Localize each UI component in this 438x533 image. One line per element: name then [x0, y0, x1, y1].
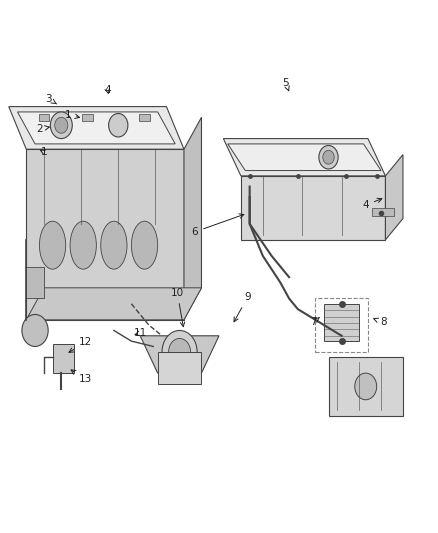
Text: 5: 5: [282, 78, 289, 91]
Circle shape: [355, 373, 377, 400]
Circle shape: [22, 314, 48, 346]
Polygon shape: [324, 304, 359, 341]
Circle shape: [162, 330, 197, 373]
Bar: [26, 266, 44, 298]
Polygon shape: [26, 288, 201, 320]
Text: 8: 8: [374, 318, 387, 327]
Polygon shape: [328, 357, 403, 416]
Polygon shape: [241, 176, 385, 240]
Bar: [158, 352, 201, 384]
Polygon shape: [26, 149, 184, 320]
Ellipse shape: [101, 221, 127, 269]
Text: 2: 2: [36, 124, 49, 134]
Text: 11: 11: [134, 328, 147, 338]
Text: 12: 12: [69, 337, 92, 352]
Bar: [39, 114, 49, 121]
Bar: [315, 298, 368, 352]
Polygon shape: [184, 117, 201, 320]
Circle shape: [109, 114, 128, 137]
Circle shape: [319, 146, 338, 169]
Text: 13: 13: [71, 370, 92, 384]
Circle shape: [50, 112, 72, 139]
Bar: [82, 114, 93, 121]
Text: 9: 9: [234, 293, 251, 322]
Text: 4: 4: [362, 198, 382, 210]
Ellipse shape: [131, 221, 158, 269]
Polygon shape: [385, 155, 403, 240]
Circle shape: [323, 150, 334, 164]
Ellipse shape: [70, 221, 96, 269]
Circle shape: [55, 117, 68, 133]
Text: 6: 6: [191, 214, 244, 237]
Text: 7: 7: [310, 318, 319, 327]
Bar: [53, 344, 74, 373]
Bar: [139, 114, 150, 121]
Bar: [372, 208, 394, 216]
Polygon shape: [140, 336, 219, 373]
Polygon shape: [18, 112, 175, 144]
Polygon shape: [9, 107, 184, 149]
Text: 1: 1: [64, 110, 79, 119]
Text: 10: 10: [171, 288, 185, 327]
Text: 3: 3: [45, 94, 57, 104]
Text: 4: 4: [104, 85, 111, 94]
Circle shape: [169, 338, 191, 365]
Polygon shape: [223, 139, 385, 176]
Text: 1: 1: [40, 147, 47, 157]
Polygon shape: [228, 144, 381, 171]
Ellipse shape: [39, 221, 66, 269]
